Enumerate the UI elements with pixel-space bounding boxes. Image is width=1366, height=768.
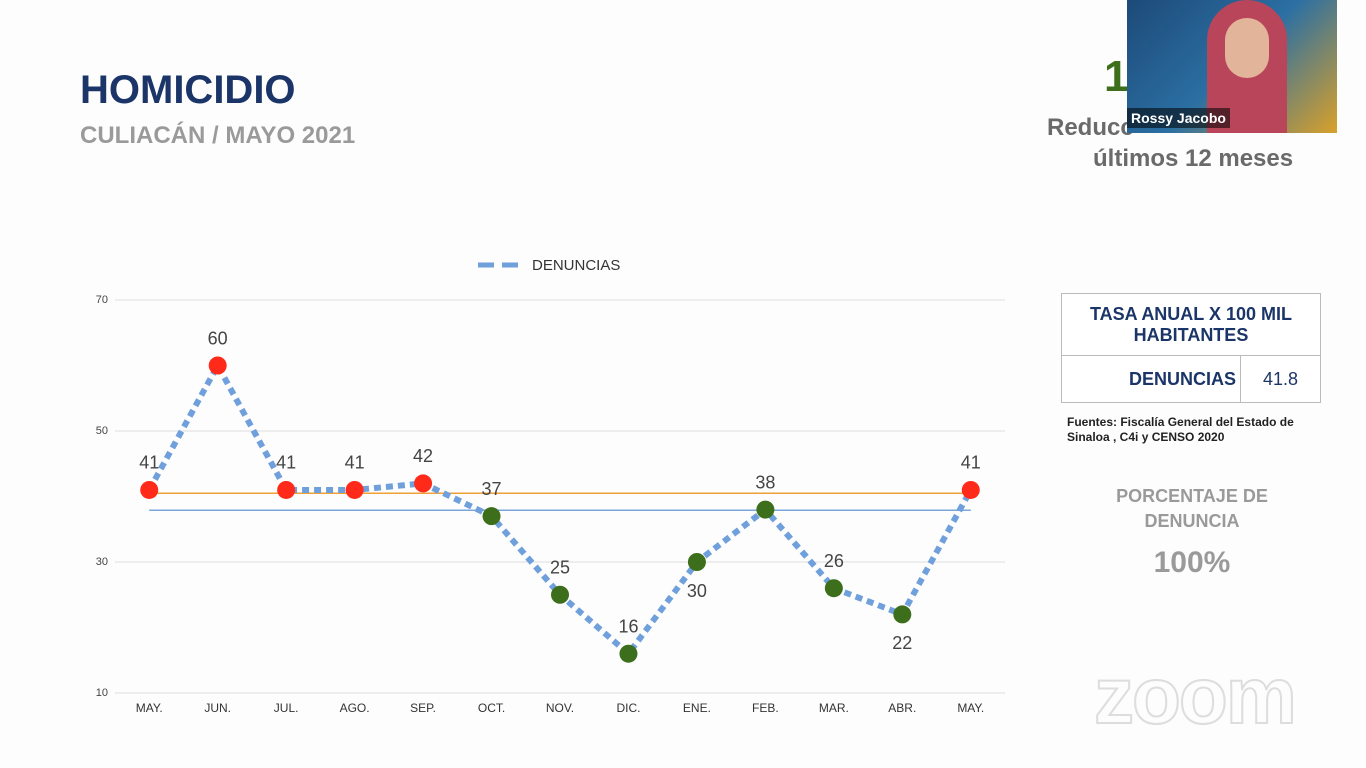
table-cell: 41.8 (1262, 368, 1299, 389)
data-label: 60 (208, 328, 228, 348)
marker (140, 480, 159, 499)
marker (756, 500, 775, 519)
y-tick-label: 10 (96, 687, 108, 699)
x-tick-label: JUL. (274, 701, 299, 715)
table-cell: DENUNCIAS (1062, 356, 1241, 402)
participant-name: Rossy Jacobo (1127, 108, 1230, 128)
summary-line: Reducc (1047, 114, 1134, 141)
title: HOMICIDIO (80, 68, 296, 112)
marker (414, 474, 433, 493)
subtitle: CULIACÁN / MAYO 2021 (80, 122, 356, 149)
rate-table: TASA ANUAL X 100 MIL HABITANTES DENUNCIA… (1061, 293, 1321, 403)
x-tick-label: MAR. (819, 701, 849, 715)
chart: 10 30 50 70 MAY. JUN. JUL. AGO. SEP. OCT. NOV. DIC.… (96, 257, 1005, 715)
x-tick-label: JUN. (204, 701, 231, 715)
data-label: 42 (413, 446, 433, 466)
marker (482, 507, 501, 526)
data-label: 41 (961, 453, 981, 473)
marker (277, 480, 296, 499)
legend-label: DENUNCIAS (532, 257, 620, 274)
x-tick-label: ABR. (888, 701, 916, 715)
x-tick-label: NOV. (546, 701, 574, 715)
data-label: 22 (892, 633, 912, 653)
x-tick-label: OCT. (478, 701, 505, 715)
percentage-label: PORCENTAJE DE DENUNCIA (1116, 486, 1268, 531)
x-tick-label: FEB. (752, 701, 779, 715)
table-header: TASA ANUAL X 100 MIL HABITANTES (1062, 294, 1320, 356)
video-tile: Rossy Jacobo (1127, 0, 1337, 133)
data-label: 41 (139, 453, 159, 473)
marker (893, 605, 912, 624)
x-tick-label: SEP. (410, 701, 436, 715)
marker (345, 480, 364, 499)
data-label: 25 (550, 558, 570, 578)
x-tick-label: MAY. (957, 701, 984, 715)
y-tick-label: 50 (96, 425, 108, 437)
marker (961, 480, 980, 499)
x-tick-label: MAY. (136, 701, 163, 715)
source: Fuentes: Fiscalía General del Estado de … (1067, 415, 1294, 444)
data-label: 38 (755, 472, 775, 492)
marker (208, 356, 227, 375)
data-label: 30 (687, 581, 707, 601)
percentage-value: 100% (1153, 546, 1231, 579)
y-tick-label: 70 (96, 294, 108, 306)
table-row: DENUNCIAS 41.8 (1062, 356, 1320, 402)
data-label: 37 (482, 479, 502, 499)
y-tick-label: 30 (96, 556, 108, 568)
face (1225, 18, 1269, 78)
marker (551, 585, 569, 604)
summary-number: 1 (1104, 52, 1129, 101)
x-tick-label: ENE. (683, 701, 711, 715)
data-label: 16 (618, 616, 638, 636)
zoom-watermark: zoom (1093, 650, 1298, 741)
data-label: 41 (345, 453, 365, 473)
marker (824, 579, 843, 598)
summary-line: últimos 12 meses (1093, 145, 1294, 172)
x-tick-label: DIC. (616, 701, 640, 715)
marker (619, 644, 638, 663)
data-label: 26 (824, 551, 844, 571)
data-label: 41 (276, 453, 296, 473)
marker (687, 553, 706, 571)
x-tick-label: AGO. (340, 701, 370, 715)
